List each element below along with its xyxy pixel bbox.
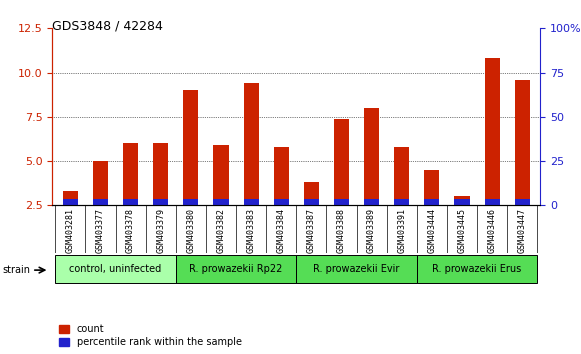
Bar [424, 170, 439, 205]
Bar [515, 80, 530, 205]
Bar [334, 199, 349, 205]
Bar [184, 199, 198, 205]
Text: GSM403388: GSM403388 [337, 208, 346, 253]
Text: GSM403379: GSM403379 [156, 208, 165, 253]
Bar [485, 199, 500, 205]
Text: GSM403391: GSM403391 [397, 208, 406, 253]
Bar [93, 161, 108, 205]
Bar [213, 199, 228, 205]
Bar [304, 199, 319, 205]
Bar [394, 199, 409, 205]
Bar [213, 145, 228, 205]
Bar [123, 199, 138, 205]
Bar [184, 90, 198, 205]
Bar [274, 147, 289, 205]
Text: GSM403382: GSM403382 [217, 208, 225, 253]
Text: GSM403384: GSM403384 [277, 208, 286, 253]
Bar [274, 199, 289, 205]
Bar [515, 199, 530, 205]
Bar [394, 147, 409, 205]
Bar [424, 199, 439, 205]
Text: GSM403383: GSM403383 [246, 208, 256, 253]
Bar [153, 143, 168, 205]
Bar [454, 199, 469, 205]
Text: GSM403389: GSM403389 [367, 208, 376, 253]
Text: GSM403387: GSM403387 [307, 208, 316, 253]
Text: GSM403377: GSM403377 [96, 208, 105, 253]
Text: GSM403445: GSM403445 [457, 208, 467, 253]
Text: R. prowazekii Erus: R. prowazekii Erus [432, 264, 522, 274]
Bar [334, 119, 349, 205]
Bar [63, 199, 78, 205]
Text: strain: strain [3, 265, 31, 275]
FancyBboxPatch shape [176, 255, 296, 283]
Text: GSM403378: GSM403378 [126, 208, 135, 253]
Text: R. prowazekii Evir: R. prowazekii Evir [313, 264, 400, 274]
Bar [93, 199, 108, 205]
Bar [454, 196, 469, 205]
Bar [485, 58, 500, 205]
Bar [153, 199, 168, 205]
Bar [304, 182, 319, 205]
Bar [63, 191, 78, 205]
Text: GDS3848 / 42284: GDS3848 / 42284 [52, 19, 163, 33]
Bar [364, 108, 379, 205]
Bar [123, 143, 138, 205]
Text: control, uninfected: control, uninfected [69, 264, 162, 274]
Text: GSM403444: GSM403444 [428, 208, 436, 253]
Bar [364, 199, 379, 205]
FancyBboxPatch shape [417, 255, 537, 283]
Text: R. prowazekii Rp22: R. prowazekii Rp22 [189, 264, 283, 274]
Bar [243, 83, 259, 205]
Text: GSM403447: GSM403447 [518, 208, 527, 253]
Legend: count, percentile rank within the sample: count, percentile rank within the sample [57, 322, 243, 349]
FancyBboxPatch shape [55, 255, 176, 283]
Text: GSM403281: GSM403281 [66, 208, 75, 253]
Text: GSM403380: GSM403380 [187, 208, 195, 253]
Bar [243, 199, 259, 205]
Text: GSM403446: GSM403446 [487, 208, 497, 253]
FancyBboxPatch shape [296, 255, 417, 283]
